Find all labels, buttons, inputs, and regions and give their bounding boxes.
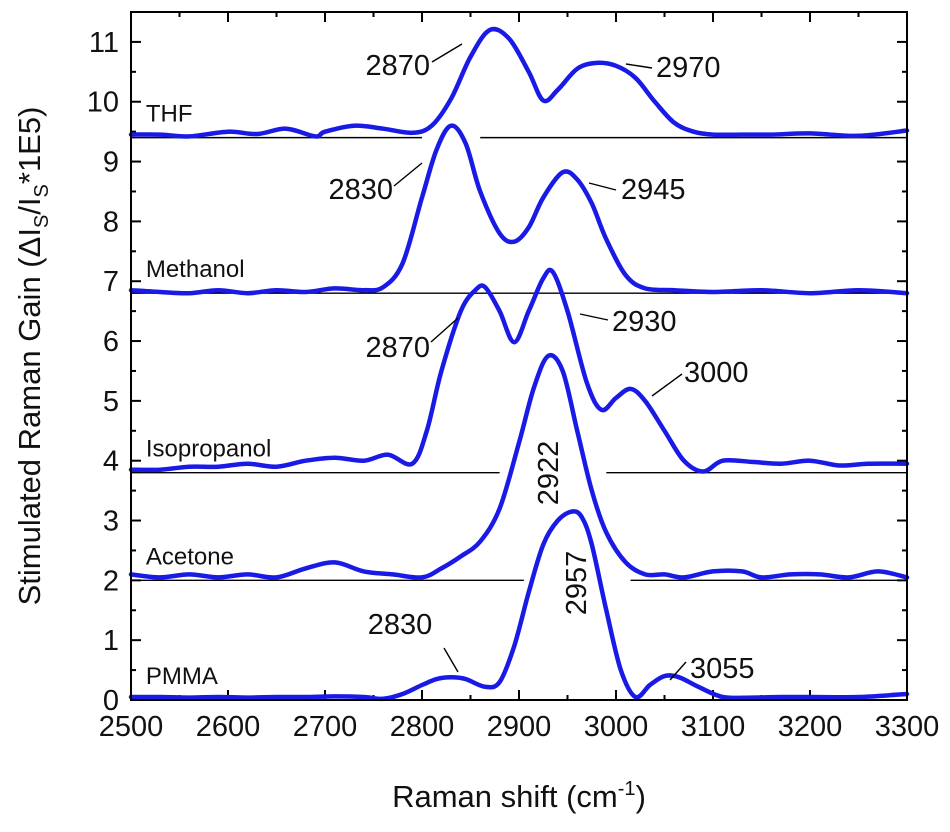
y-tick-label: 9 [103,147,119,179]
isopropanol-spectrum-line [128,267,910,474]
y-tick-label: 1 [103,625,119,657]
peak-label-3055: 3055 [690,653,755,685]
peak-leader-line [625,63,653,69]
peak-leader-line [651,373,683,397]
y-tick-label: 4 [103,446,119,478]
peak-leader-line [430,317,459,343]
peak-leader-line [443,647,459,673]
peak-label-3000: 3000 [684,357,749,389]
y-tick-label: 11 [89,27,119,59]
baseline-layer [131,136,907,582]
curve-layer [128,26,910,702]
thf-spectrum-line [128,26,910,139]
x-tick-label: 2800 [390,711,455,743]
methanol-spectrum-line [128,123,910,296]
methanol-series-label: Methanol [146,256,245,283]
peak-label-2830: 2830 [328,174,393,206]
x-tick-label: 3100 [681,711,746,743]
peak-leader-line [431,43,463,63]
peak-label-2870: 2870 [365,50,430,82]
peak-label-2830: 2830 [368,609,433,641]
peak-leader-line [579,313,609,321]
y-tick-label: 6 [103,326,119,358]
acetone-spectrum-line [128,353,910,580]
x-axis-title: Raman shift (cm-1) [392,778,646,814]
peak-label-2870: 2870 [365,332,430,364]
x-tick-label: 3300 [875,711,940,743]
y-tick-label: 8 [103,206,119,238]
pmma-series-label: PMMA [146,663,218,690]
y-tick-label: 3 [103,506,119,538]
peak-leader-line [393,162,423,187]
x-tick-label: 2700 [293,711,358,743]
peak-leader-line [669,661,687,681]
x-tick-label: 2900 [487,711,552,743]
x-tick-label: 2500 [99,711,164,743]
y-tick-label: 2 [103,565,119,597]
peak-label-2957: 2957 [561,551,593,616]
peak-label-2945: 2945 [621,174,686,206]
y-axis-title: Stimulated Raman Gain (ΔIS/IS*1E5) [12,107,53,606]
peak-label-2930: 2930 [612,306,677,338]
peak-label-2922: 2922 [533,441,565,506]
y-tick-label: 7 [103,266,119,298]
x-tick-label: 3200 [778,711,843,743]
x-tick-label: 3000 [584,711,649,743]
tick-layer: 2500 2600 2700 2800 2900 3000 3100 3200 33000123… [87,11,940,743]
y-tick-label: 0 [103,685,119,717]
acetone-series-label: Acetone [146,543,234,570]
plot-frame [130,11,908,701]
pmma-spectrum-line [128,509,910,702]
x-tick-label: 2600 [196,711,261,743]
y-tick-label: 5 [103,386,119,418]
thf-series-label: THF [146,101,193,128]
label-layer: THF Methanol Isopropanol Acetone PMMA 2870 297… [146,43,755,690]
peak-label-2970: 2970 [656,52,721,84]
peak-leader-line [588,182,617,191]
isopropanol-series-label: Isopropanol [146,436,271,463]
y-tick-label: 10 [87,87,119,119]
